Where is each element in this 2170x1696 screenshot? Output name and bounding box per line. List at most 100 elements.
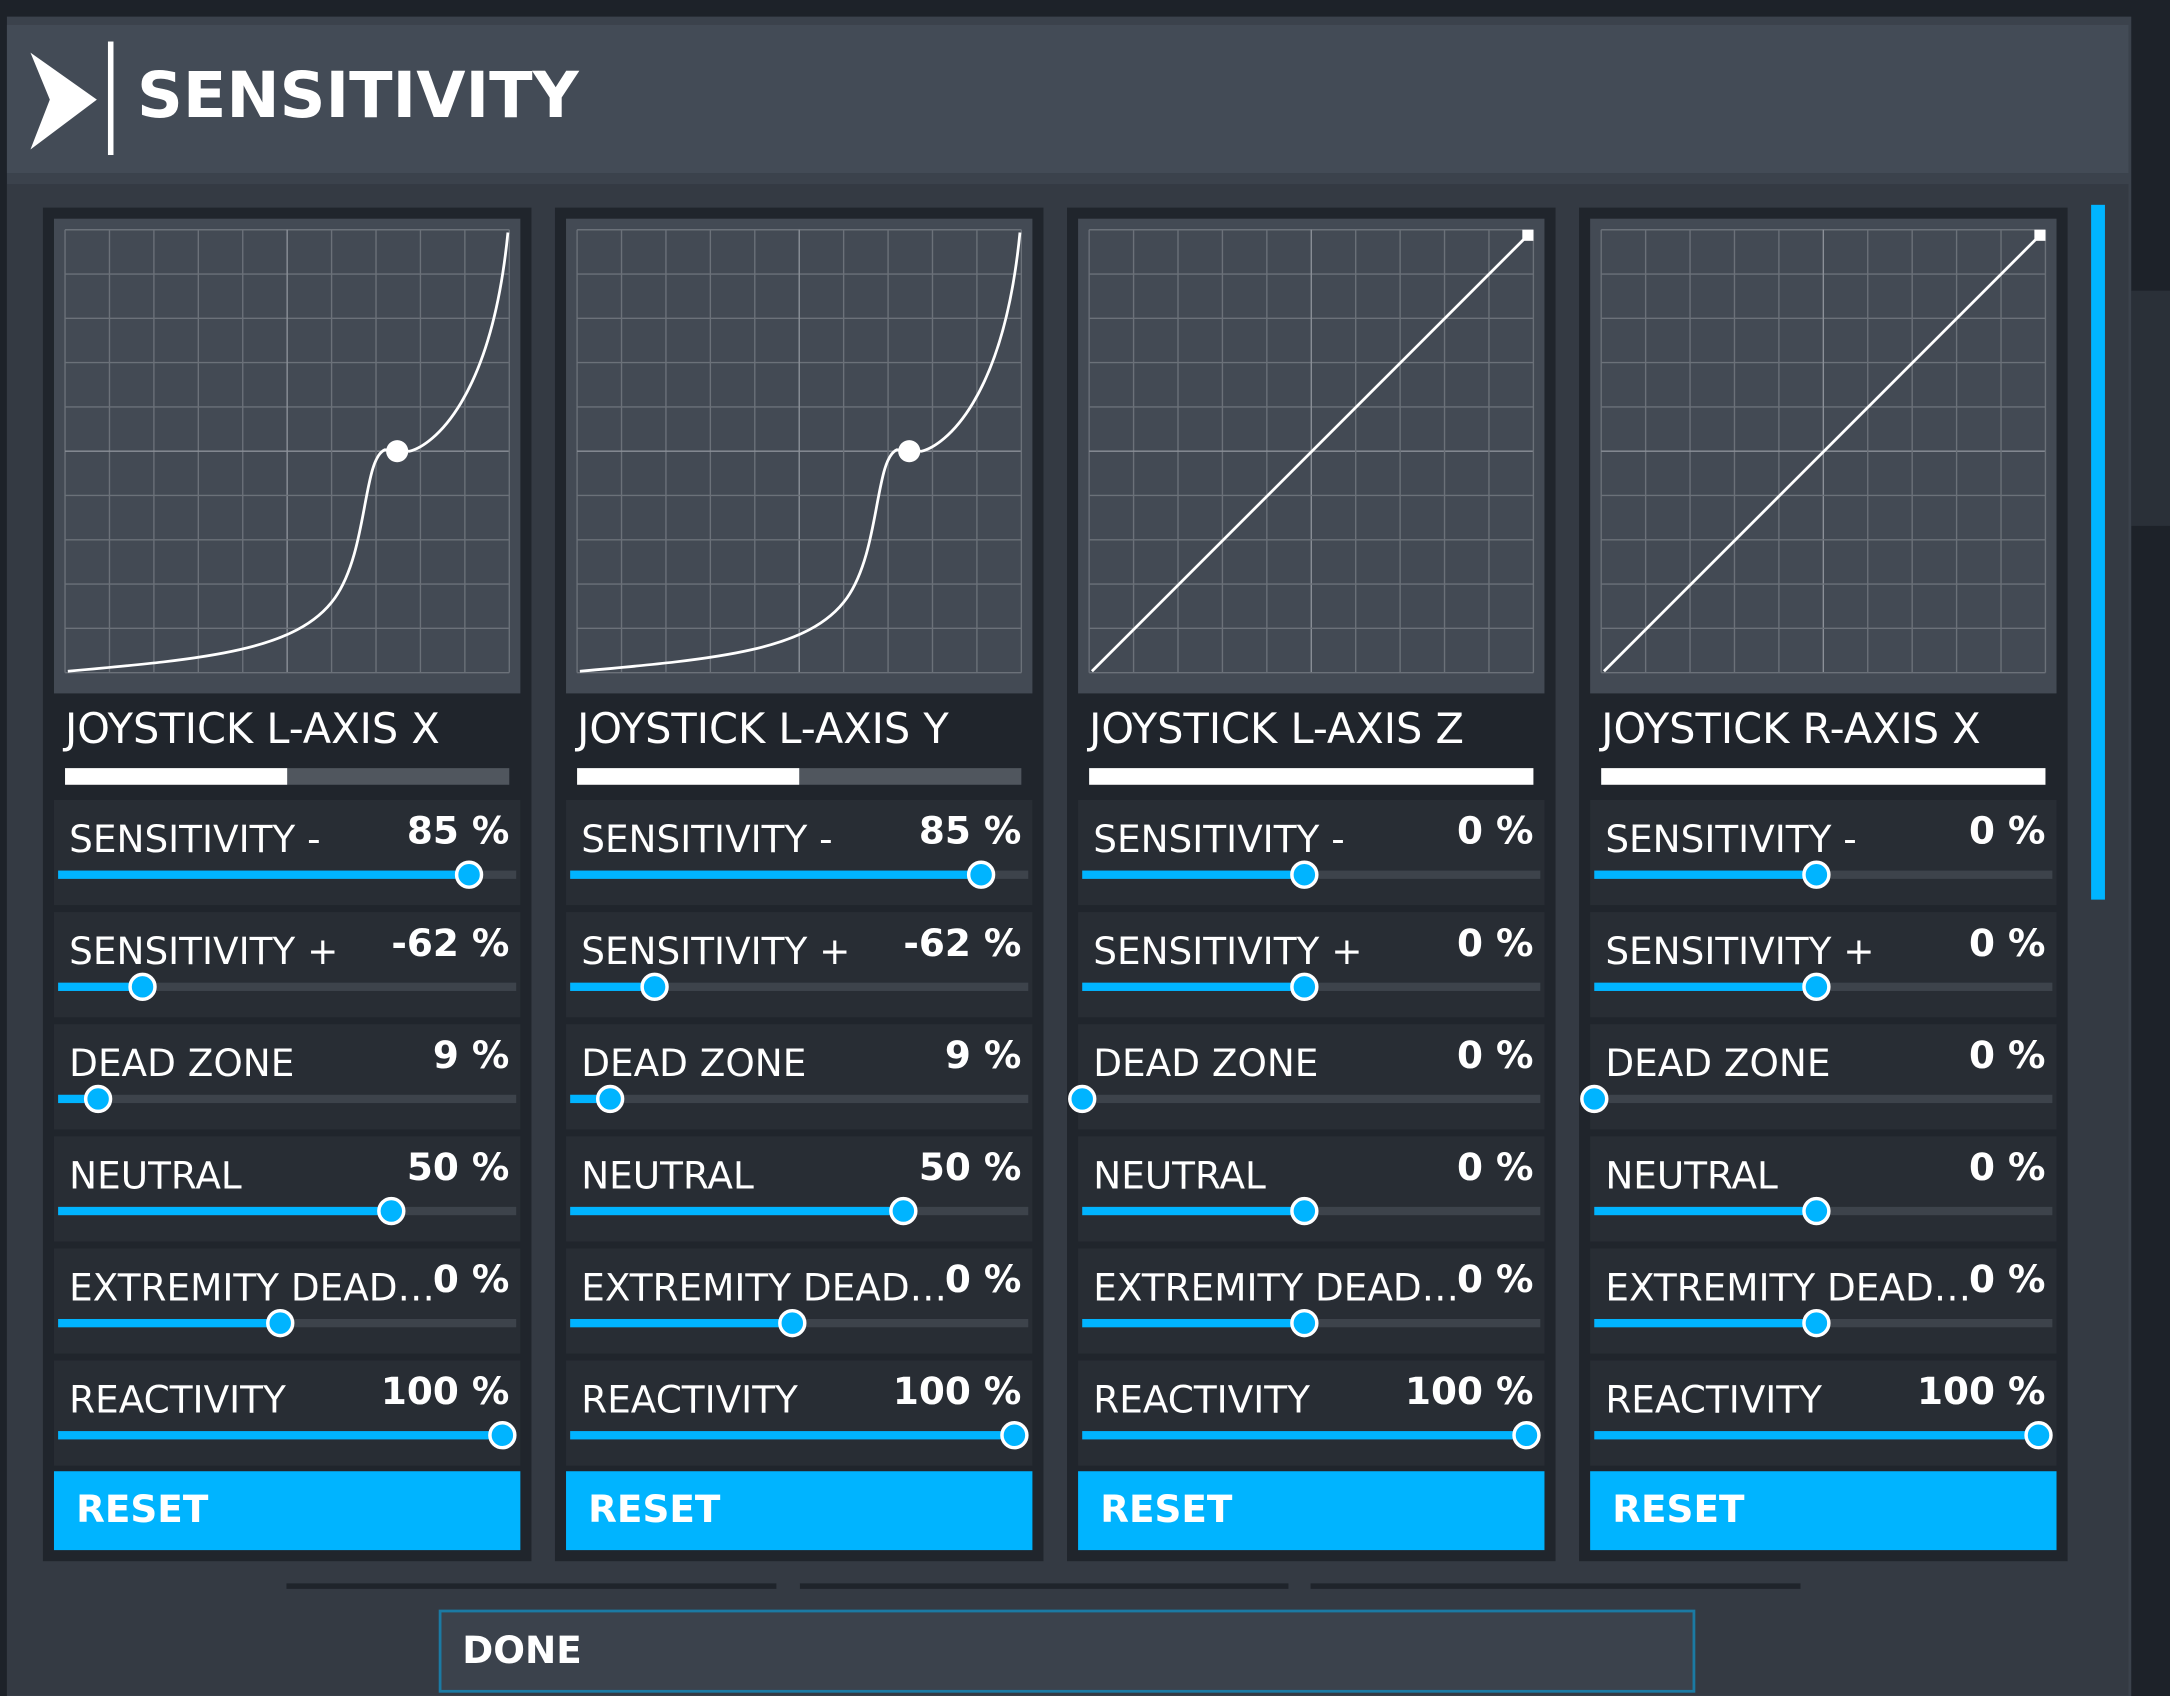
slider-thumb[interactable] [1290, 1196, 1319, 1226]
slider-thumb[interactable] [454, 860, 484, 889]
slider-thumb[interactable] [488, 1421, 517, 1450]
slider-fill [570, 1094, 611, 1104]
slider-thumb[interactable] [1802, 860, 1831, 889]
setting-value: 0 % [1457, 1033, 1533, 1077]
setting-bg [53, 799, 521, 906]
reset-bg[interactable] [566, 1471, 1033, 1551]
setting-bg [1078, 1024, 1545, 1130]
slider-thumb[interactable] [1802, 972, 1831, 1002]
reset-label[interactable]: RESET [76, 1487, 209, 1531]
setting-bg [566, 1024, 1033, 1130]
slider-thumb[interactable] [266, 1308, 295, 1338]
setting-bg [1078, 799, 1545, 906]
chevron-icon [30, 52, 97, 150]
setting-value: 0 % [1457, 1257, 1533, 1301]
reset-label[interactable]: RESET [1612, 1487, 1745, 1531]
input-level [1089, 768, 1534, 785]
setting-value: 0 % [433, 1257, 509, 1301]
slider-thumb[interactable] [1580, 1084, 1609, 1114]
setting-bg [53, 1248, 521, 1354]
neutral-point [898, 440, 921, 463]
reset-label[interactable]: RESET [1100, 1487, 1233, 1531]
setting-row: SENSITIVITY - 0 % [1590, 799, 2057, 906]
slider-track[interactable] [570, 982, 1029, 991]
slider-fill [1594, 982, 1817, 991]
slider-thumb[interactable] [83, 1084, 113, 1114]
setting-label: REACTIVITY [581, 1378, 798, 1422]
slider-track[interactable] [1594, 1094, 2053, 1104]
neutral-point [386, 440, 409, 463]
slider-thumb[interactable] [1512, 1421, 1541, 1450]
setting-row: DEAD ZONE 9 % [53, 1024, 521, 1130]
reset-bg[interactable] [53, 1471, 521, 1551]
setting-value: 0 % [1969, 1145, 2045, 1189]
setting-value: 9 % [433, 1033, 509, 1077]
setting-bg [566, 1248, 1033, 1354]
slider-thumb[interactable] [778, 1308, 807, 1338]
slider-thumb[interactable] [1290, 860, 1319, 889]
setting-row: EXTREMITY DEAD…0 % [566, 1248, 1033, 1354]
setting-label: SENSITIVITY + [1093, 929, 1362, 973]
setting-value: 50 % [919, 1145, 1021, 1189]
setting-bg [1590, 1136, 2057, 1242]
setting-label: NEUTRAL [581, 1153, 754, 1197]
setting-row: REACTIVITY 100 % [1078, 1360, 1545, 1466]
slider-fill [58, 870, 470, 879]
slider-track[interactable] [58, 1094, 517, 1104]
axis-name: JOYSTICK L-AXIS Z [1086, 704, 1464, 753]
done-button-frame[interactable] [438, 1609, 1696, 1693]
input-level [577, 768, 800, 785]
setting-bg [566, 1136, 1033, 1242]
slider-thumb[interactable] [1000, 1421, 1029, 1450]
reset-bg[interactable] [1078, 1471, 1545, 1551]
slider-thumb[interactable] [1290, 972, 1319, 1002]
done-label[interactable]: DONE [462, 1628, 582, 1672]
reset-button[interactable]: RESET [1078, 1471, 1545, 1551]
slider-thumb[interactable] [1068, 1084, 1097, 1114]
slider-fill [1594, 870, 1817, 879]
setting-label: SENSITIVITY - [1605, 817, 1856, 861]
setting-bg [1078, 1248, 1545, 1354]
setting-row: NEUTRAL 0 % [1078, 1136, 1545, 1242]
setting-value: 0 % [1457, 809, 1533, 853]
setting-label: SENSITIVITY + [69, 929, 338, 973]
scrollbar[interactable] [2091, 204, 2105, 900]
setting-row: SENSITIVITY - 85 % [53, 799, 521, 906]
reset-label[interactable]: RESET [588, 1487, 721, 1531]
setting-label: REACTIVITY [1605, 1378, 1822, 1422]
setting-value: 100 % [893, 1369, 1021, 1413]
slider-thumb[interactable] [1802, 1308, 1831, 1338]
slider-thumb[interactable] [128, 972, 157, 1002]
slider-thumb[interactable] [966, 860, 996, 889]
slider-track[interactable] [58, 982, 517, 991]
reset-button[interactable]: RESET [53, 1471, 521, 1551]
reset-button[interactable]: RESET [566, 1471, 1033, 1551]
setting-label: SENSITIVITY - [69, 817, 320, 861]
setting-label: NEUTRAL [69, 1153, 242, 1197]
slider-thumb[interactable] [1290, 1308, 1319, 1338]
setting-row: NEUTRAL 0 % [1590, 1136, 2057, 1242]
done-button[interactable]: DONE [438, 1609, 1696, 1693]
setting-label: EXTREMITY DEAD… [1093, 1265, 1459, 1309]
setting-bg [53, 1360, 521, 1466]
slider-thumb[interactable] [2024, 1421, 2053, 1450]
setting-row: EXTREMITY DEAD…0 % [53, 1248, 521, 1354]
axis-name: JOYSTICK L-AXIS X [62, 704, 440, 753]
setting-row: SENSITIVITY + 0 % [1078, 912, 1545, 1018]
response-curve [67, 232, 510, 673]
slider-track[interactable] [1082, 1094, 1541, 1104]
slider-thumb[interactable] [595, 1084, 625, 1114]
slider-thumb[interactable] [1802, 1196, 1831, 1226]
slider-fill [1594, 1431, 2039, 1440]
slider-track[interactable] [570, 1094, 1029, 1104]
slider-fill [1082, 1431, 1527, 1440]
setting-bg [1078, 912, 1545, 1018]
reset-button[interactable]: RESET [1590, 1471, 2057, 1551]
slider-thumb[interactable] [377, 1196, 406, 1226]
setting-bg [1590, 1360, 2057, 1466]
setting-value: 100 % [1405, 1369, 1533, 1413]
slider-thumb[interactable] [889, 1196, 918, 1226]
reset-bg[interactable] [1590, 1471, 2057, 1551]
slider-thumb[interactable] [640, 972, 669, 1002]
